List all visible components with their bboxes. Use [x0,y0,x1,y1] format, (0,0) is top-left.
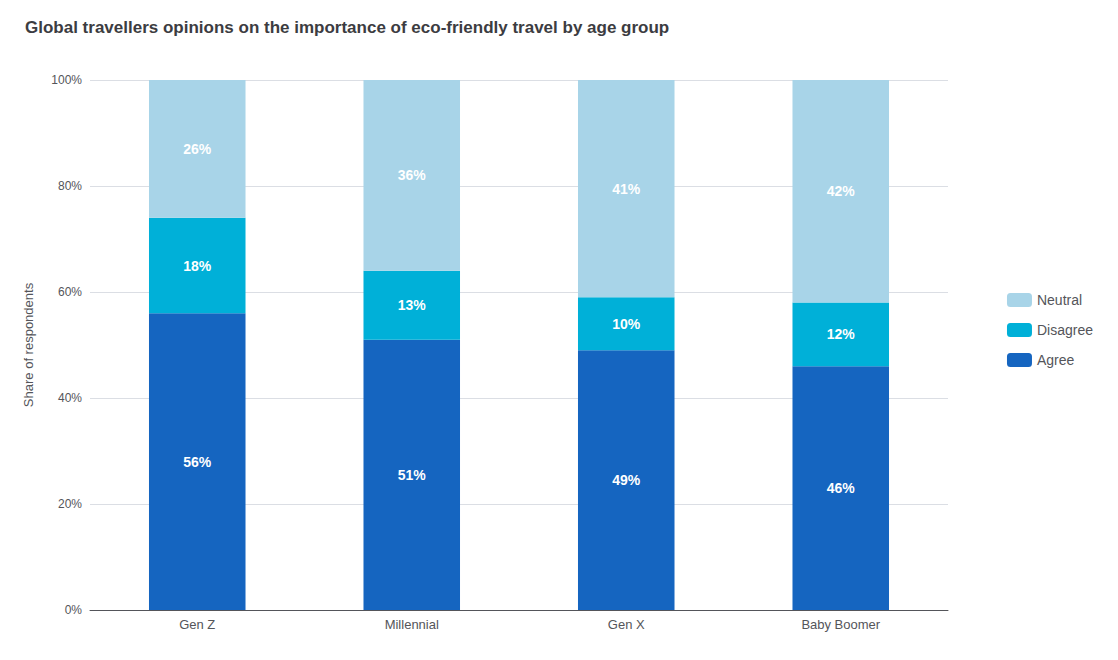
svg-text:Disagree: Disagree [1037,322,1093,338]
svg-text:60%: 60% [58,285,82,299]
svg-text:46%: 46% [827,480,856,496]
svg-text:49%: 49% [612,472,641,488]
svg-text:13%: 13% [398,297,427,313]
svg-text:Share of respondents: Share of respondents [21,282,36,407]
svg-text:Millennial: Millennial [385,617,439,632]
svg-text:Neutral: Neutral [1037,292,1082,308]
svg-text:42%: 42% [827,183,856,199]
svg-text:26%: 26% [183,141,212,157]
svg-text:0%: 0% [65,603,83,617]
svg-text:80%: 80% [58,179,82,193]
svg-text:51%: 51% [398,467,427,483]
svg-text:10%: 10% [612,316,641,332]
svg-text:40%: 40% [58,391,82,405]
svg-text:Gen X: Gen X [608,617,645,632]
svg-text:Global travellers opinions on: Global travellers opinions on the import… [25,18,669,37]
svg-text:18%: 18% [183,258,212,274]
svg-text:100%: 100% [51,73,82,87]
svg-text:41%: 41% [612,181,641,197]
svg-text:Baby Boomer: Baby Boomer [801,617,880,632]
svg-text:Agree: Agree [1037,352,1075,368]
svg-text:36%: 36% [398,167,427,183]
svg-text:12%: 12% [827,326,856,342]
svg-text:56%: 56% [183,454,212,470]
svg-text:Gen Z: Gen Z [179,617,215,632]
svg-text:20%: 20% [58,497,82,511]
